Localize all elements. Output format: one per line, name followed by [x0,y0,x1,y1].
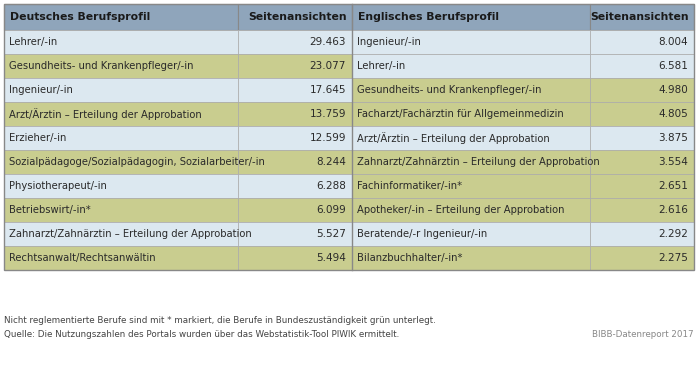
Bar [352,30,590,54]
Text: Seitenansichten: Seitenansichten [590,12,689,22]
Text: Gesundheits- und Krankenpfleger/-in: Gesundheits- und Krankenpfleger/-in [9,61,193,71]
Bar [352,222,590,246]
Text: Zahnarzt/Zahnärztin – Erteilung der Approbation: Zahnarzt/Zahnärztin – Erteilung der Appr… [357,157,600,167]
Text: 4.980: 4.980 [658,85,688,95]
Text: 12.599: 12.599 [309,133,346,143]
Bar [352,78,590,102]
Bar [238,126,352,150]
Text: Quelle: Die Nutzungszahlen des Portals wurden über das Webstatistik-Tool PIWIK e: Quelle: Die Nutzungszahlen des Portals w… [4,330,399,339]
Bar [590,198,694,222]
Bar [590,126,694,150]
Text: Deutsches Berufsprofil: Deutsches Berufsprofil [10,12,150,22]
Bar [238,198,352,222]
Text: Seitenansichten: Seitenansichten [248,12,347,22]
Bar [352,102,590,126]
Bar [238,102,352,126]
Bar [238,30,352,54]
Bar [590,174,694,198]
Bar [352,126,590,150]
Text: 2.275: 2.275 [658,253,688,263]
Text: Physiotherapeut/-in: Physiotherapeut/-in [9,181,107,191]
Bar [4,246,238,270]
Text: 3.554: 3.554 [658,157,688,167]
Text: Fachinformatiker/-in*: Fachinformatiker/-in* [357,181,462,191]
Bar [590,246,694,270]
Text: Ingenieur/-in: Ingenieur/-in [9,85,73,95]
Text: 3.875: 3.875 [658,133,688,143]
Text: Ingenieur/-in: Ingenieur/-in [357,37,421,47]
Text: 2.651: 2.651 [658,181,688,191]
Text: 17.645: 17.645 [309,85,346,95]
Bar [590,54,694,78]
Bar [4,198,238,222]
Text: Englisches Berufsprofil: Englisches Berufsprofil [358,12,499,22]
Text: 13.759: 13.759 [309,109,346,119]
Bar [352,54,590,78]
Bar [590,78,694,102]
Bar [4,4,238,30]
Bar [352,198,590,222]
Text: 8.244: 8.244 [316,157,346,167]
Bar [238,246,352,270]
Bar [238,150,352,174]
Text: 8.004: 8.004 [659,37,688,47]
Text: Erzieher/-in: Erzieher/-in [9,133,66,143]
Bar [4,126,238,150]
Bar [238,222,352,246]
Bar [4,174,238,198]
Text: 29.463: 29.463 [309,37,346,47]
Text: Beratende/-r Ingenieur/-in: Beratende/-r Ingenieur/-in [357,229,487,239]
Bar [590,30,694,54]
Bar [352,4,590,30]
Bar [352,150,590,174]
Bar [238,4,352,30]
Text: 23.077: 23.077 [309,61,346,71]
Bar [238,54,352,78]
Bar [4,30,238,54]
Bar [4,78,238,102]
Bar [590,4,694,30]
Text: Zahnarzt/Zahnärztin – Erteilung der Approbation: Zahnarzt/Zahnärztin – Erteilung der Appr… [9,229,252,239]
Text: Bilanzbuchhalter/-in*: Bilanzbuchhalter/-in* [357,253,463,263]
Text: Gesundheits- und Krankenpfleger/-in: Gesundheits- und Krankenpfleger/-in [357,85,542,95]
Bar [238,174,352,198]
Text: 4.805: 4.805 [658,109,688,119]
Bar [352,246,590,270]
Text: 5.527: 5.527 [316,229,346,239]
Text: Lehrer/-in: Lehrer/-in [9,37,57,47]
Text: Facharzt/Fachärztin für Allgemeinmedizin: Facharzt/Fachärztin für Allgemeinmedizin [357,109,564,119]
Text: 2.292: 2.292 [658,229,688,239]
Bar [590,222,694,246]
Bar [4,150,238,174]
Bar [4,4,694,270]
Text: 6.099: 6.099 [316,205,346,215]
Text: Sozialpädagoge/Sozialpädagogin, Sozialarbeiter/-in: Sozialpädagoge/Sozialpädagogin, Sozialar… [9,157,265,167]
Bar [4,222,238,246]
Text: Arzt/Ärztin – Erteilung der Approbation: Arzt/Ärztin – Erteilung der Approbation [357,132,550,144]
Text: 2.616: 2.616 [658,205,688,215]
Text: Apotheker/-in – Erteilung der Approbation: Apotheker/-in – Erteilung der Approbatio… [357,205,564,215]
Bar [590,150,694,174]
Bar [590,102,694,126]
Text: 5.494: 5.494 [316,253,346,263]
Text: Betriebswirt/-in*: Betriebswirt/-in* [9,205,91,215]
Bar [4,102,238,126]
Text: BIBB-Datenreport 2017: BIBB-Datenreport 2017 [592,330,694,339]
Text: Rechtsanwalt/Rechtsanwältin: Rechtsanwalt/Rechtsanwältin [9,253,155,263]
Bar [352,174,590,198]
Bar [4,54,238,78]
Text: Nicht reglementierte Berufe sind mit * markiert, die Berufe in Bundeszuständigke: Nicht reglementierte Berufe sind mit * m… [4,316,435,325]
Bar [238,78,352,102]
Text: 6.581: 6.581 [658,61,688,71]
Text: 6.288: 6.288 [316,181,346,191]
Text: Arzt/Ärztin – Erteilung der Approbation: Arzt/Ärztin – Erteilung der Approbation [9,108,202,120]
Text: Lehrer/-in: Lehrer/-in [357,61,405,71]
